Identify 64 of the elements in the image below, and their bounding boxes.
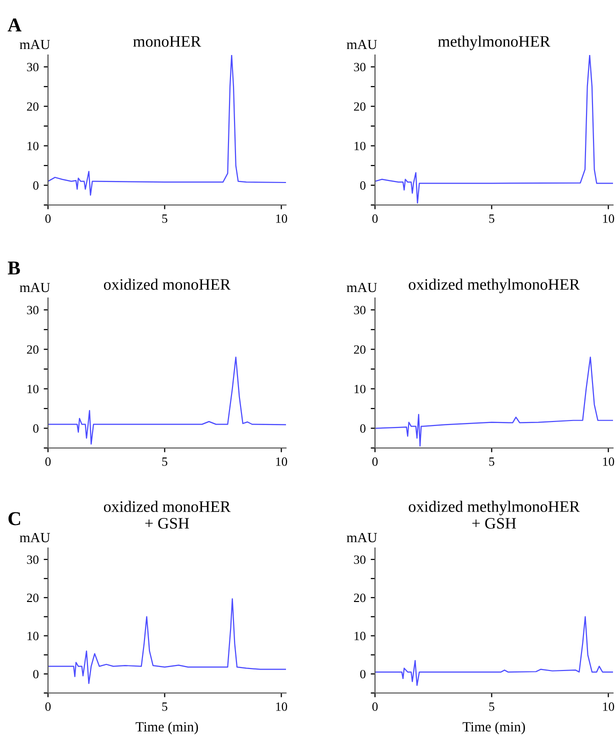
x-tick-label: 10 — [603, 702, 614, 711]
y-tick-label: 10 — [354, 142, 366, 150]
x-axis-title: Time (min) — [136, 722, 198, 734]
x-tick-label: 0 — [45, 457, 51, 466]
y-tick-label: 10 — [354, 384, 366, 394]
y-tick-label: 30 — [27, 555, 38, 564]
x-tick-label: 0 — [372, 457, 378, 466]
y-tick-label: 0 — [360, 424, 366, 433]
y-axis-title: mAU — [20, 282, 50, 292]
y-tick-label: 30 — [354, 306, 366, 314]
x-axis-title: Time (min) — [462, 722, 525, 734]
x-tick-label: 0 — [372, 214, 378, 223]
y-tick-label: 20 — [27, 102, 38, 111]
x-tick-label: 5 — [489, 458, 494, 466]
y-tick-label: 30 — [354, 555, 366, 564]
line-series — [48, 356, 286, 445]
y-tick-label: 0 — [33, 181, 38, 190]
x-tick-label: 5 — [162, 214, 168, 223]
x-tick-label: 5 — [489, 214, 494, 223]
x-tick-label: 0 — [45, 702, 51, 711]
y-tick-label: 0 — [360, 181, 366, 190]
y-tick-label: 20 — [27, 345, 38, 354]
line-series — [375, 616, 613, 686]
line-series — [48, 55, 286, 196]
chart-title: oxidized methylmonoHER + GSH — [408, 500, 580, 529]
y-tick-label: 20 — [354, 594, 366, 602]
y-axis-title: mAU — [346, 282, 378, 292]
x-tick-label: 5 — [489, 702, 494, 711]
chart-title: monoHER — [133, 36, 202, 47]
x-tick-label: 10 — [603, 214, 614, 223]
x-tick-label: 0 — [372, 702, 378, 711]
y-tick-label: 10 — [354, 632, 366, 640]
x-tick-label: 5 — [162, 458, 168, 466]
chart-title: oxidized monoHER — [104, 278, 231, 290]
text: B — [8, 262, 20, 274]
x-tick-label: 10 — [276, 214, 288, 223]
y-tick-label: 0 — [33, 670, 38, 678]
line-series — [48, 598, 286, 684]
x-tick-label: 10 — [603, 457, 614, 466]
y-tick-label: 10 — [28, 384, 38, 394]
y-axis-title: mAU — [346, 40, 378, 50]
chart-title: methylmonoHER — [438, 36, 550, 50]
chart-title: oxidized methylmonoHER — [408, 278, 580, 294]
y-tick-label: 20 — [354, 345, 366, 354]
x-tick-label: 0 — [45, 214, 51, 223]
y-tick-label: 30 — [27, 62, 38, 72]
x-tick-label: 10 — [276, 702, 288, 711]
y-axis-title: mAU — [20, 532, 50, 542]
line-series — [375, 55, 613, 204]
y-tick-label: 10 — [28, 142, 38, 150]
y-axis-title: mAU — [20, 40, 50, 50]
y-tick-label: 10 — [28, 632, 38, 640]
text: A — [8, 18, 22, 32]
y-tick-label: 30 — [27, 306, 38, 314]
text: C — [8, 512, 20, 526]
chart-title: oxidized monoHER + GSH — [104, 500, 231, 529]
y-tick-label: 0 — [360, 670, 366, 678]
y-tick-label: 0 — [33, 424, 38, 433]
y-tick-label: 20 — [354, 102, 366, 111]
y-tick-label: 30 — [354, 62, 366, 72]
x-tick-label: 10 — [276, 457, 288, 466]
y-axis-title: mAU — [346, 532, 378, 542]
y-tick-label: 20 — [27, 594, 38, 602]
x-tick-label: 5 — [162, 702, 168, 711]
